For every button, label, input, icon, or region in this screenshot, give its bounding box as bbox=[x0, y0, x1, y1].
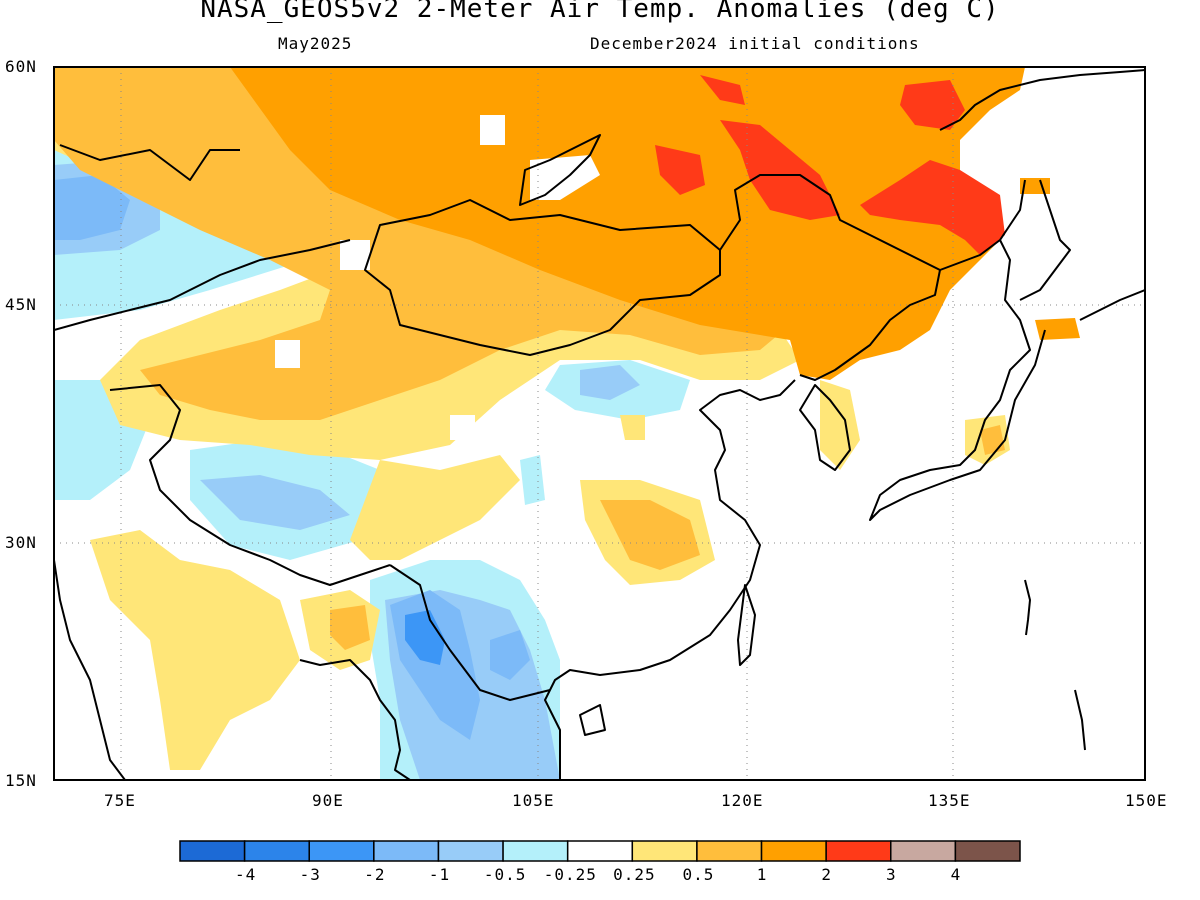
lon-tick-label: 90E bbox=[312, 791, 344, 810]
anomaly-region bbox=[700, 75, 745, 105]
colorbar-swatch bbox=[179, 840, 246, 862]
anomaly-region bbox=[530, 155, 600, 200]
colorbar-label: -2 bbox=[364, 865, 386, 884]
anomaly-region bbox=[900, 80, 965, 130]
lon-tick-label: 120E bbox=[721, 791, 764, 810]
colorbar-label: 0.5 bbox=[682, 865, 715, 884]
coastline bbox=[939, 69, 1145, 131]
coastline bbox=[1079, 289, 1145, 321]
national-border bbox=[389, 564, 551, 701]
initial-conditions-label: December2024 initial conditions bbox=[590, 34, 920, 53]
coastline bbox=[579, 704, 606, 736]
lat-tick-label: 30N bbox=[5, 533, 37, 552]
colorbar-swatch bbox=[373, 840, 440, 862]
gridlines bbox=[54, 67, 1145, 780]
map-frame bbox=[53, 66, 1146, 781]
lat-tick-label: 15N bbox=[5, 771, 37, 790]
anomaly-region bbox=[620, 415, 645, 440]
coastline bbox=[1019, 179, 1071, 301]
coastline bbox=[299, 659, 411, 780]
national-border bbox=[364, 199, 721, 356]
coastline bbox=[519, 134, 601, 206]
colorbar-label: -1 bbox=[428, 865, 451, 884]
colorbar-label: -3 bbox=[299, 865, 321, 884]
colorbar-label: -0.5 bbox=[483, 865, 527, 884]
anomaly-region bbox=[350, 455, 520, 560]
colorbar-label: 1 bbox=[756, 865, 768, 884]
lon-tick-label: 75E bbox=[104, 791, 136, 810]
lat-tick-label: 45N bbox=[5, 295, 37, 314]
colorbar-label: -0.25 bbox=[543, 865, 597, 884]
anomaly-region bbox=[200, 475, 350, 530]
anomaly-region bbox=[330, 605, 370, 650]
colorbar-swatch bbox=[437, 840, 504, 862]
anomaly-region bbox=[1035, 318, 1080, 340]
coastline bbox=[1024, 579, 1031, 636]
anomaly-region bbox=[54, 175, 130, 240]
anomaly-region bbox=[450, 415, 475, 440]
colorbar-label: 3 bbox=[885, 865, 897, 884]
coastline bbox=[54, 559, 126, 780]
map-title: NASA_GEOS5v2 2-Meter Air Temp. Anomalies… bbox=[200, 0, 1000, 24]
anomaly-region bbox=[600, 500, 700, 570]
anomaly-region bbox=[490, 630, 530, 680]
colorbar-label: 0.25 bbox=[613, 865, 656, 884]
colorbar bbox=[179, 840, 1021, 862]
national-border bbox=[109, 384, 391, 586]
colorbar-swatch bbox=[954, 840, 1021, 862]
anomaly-region bbox=[230, 67, 1025, 380]
colorbar-swatch bbox=[825, 840, 892, 862]
colorbar-label: 2 bbox=[821, 865, 832, 884]
anomaly-region bbox=[520, 455, 545, 505]
national-border bbox=[54, 239, 351, 331]
colorbar-label: -4 bbox=[235, 865, 257, 884]
colorbar-swatch bbox=[502, 840, 569, 862]
colorbar-swatch bbox=[890, 840, 957, 862]
coastline bbox=[737, 584, 756, 666]
colorbar-swatch bbox=[566, 840, 634, 862]
colorbar-swatch bbox=[631, 840, 698, 862]
anomaly-region bbox=[655, 145, 705, 195]
anomaly-region bbox=[340, 240, 370, 270]
national-border bbox=[59, 144, 240, 181]
anomaly-region bbox=[580, 365, 640, 400]
colorbar-swatch bbox=[760, 840, 827, 862]
anomaly-region bbox=[720, 120, 840, 220]
lat-tick-label: 60N bbox=[5, 57, 37, 76]
colorbar-swatch bbox=[243, 840, 310, 862]
colorbar-swatch bbox=[696, 840, 763, 862]
coastline bbox=[544, 379, 796, 780]
anomaly-region bbox=[480, 115, 505, 145]
colorbar-swatch bbox=[308, 840, 375, 862]
forecast-month: May2025 bbox=[278, 34, 353, 53]
lon-tick-label: 135E bbox=[928, 791, 971, 810]
lon-tick-label: 105E bbox=[512, 791, 555, 810]
anomaly-region bbox=[860, 160, 1005, 255]
anomaly-region bbox=[90, 530, 300, 770]
coastline bbox=[1074, 689, 1086, 751]
coastline bbox=[799, 384, 851, 471]
anomaly-region bbox=[405, 610, 445, 665]
coastlines-and-borders bbox=[54, 69, 1145, 780]
anomaly-region bbox=[275, 340, 300, 368]
colorbar-label: 4 bbox=[950, 865, 962, 884]
national-border bbox=[719, 174, 941, 381]
lon-tick-label: 150E bbox=[1125, 791, 1168, 810]
coastline bbox=[869, 239, 1046, 521]
